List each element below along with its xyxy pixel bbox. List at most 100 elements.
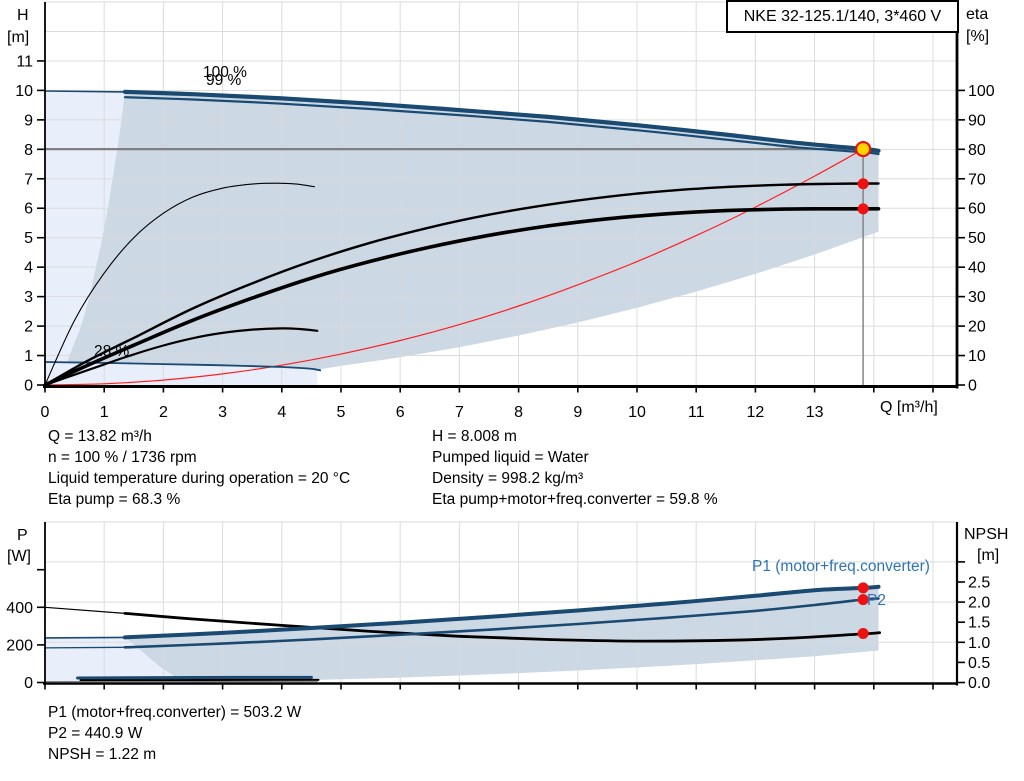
x-tick-label: 3 [218, 404, 227, 421]
p1-min-flow [44, 636, 126, 639]
x-axis-label: Q [m³/h] [880, 399, 938, 416]
y-right-axis-label: [m] [977, 547, 999, 564]
x-tick-label: 13 [806, 404, 824, 421]
y-left-tick-label: 400 [6, 600, 33, 617]
power-envelope-light [45, 637, 193, 683]
x-tick-label: 10 [628, 404, 646, 421]
npsh-point [857, 627, 869, 639]
x-tick-label: 7 [455, 404, 464, 421]
label-p2: P2 [867, 592, 886, 609]
y-right-tick-label: 60 [968, 201, 986, 218]
hq-100 [122, 89, 881, 153]
y-right-tick-label: 20 [968, 319, 986, 336]
pump-model-title-box: NKE 32-125.1/140, 3*460 V [726, 0, 959, 33]
info-line-npsh: NPSH = 1.22 m [48, 746, 157, 763]
duty-point-marker [855, 140, 872, 158]
x-tick-label: 9 [573, 404, 582, 421]
info-line-speed: n = 100 % / 1736 rpm [48, 449, 197, 466]
y-right-tick-label: 30 [968, 289, 986, 306]
label-p1: P1 (motor+freq.converter) [752, 558, 930, 575]
y-right-tick-label: 0.0 [968, 675, 990, 692]
x-tick-label: 8 [514, 404, 523, 421]
y-left-tick-label: 7 [24, 171, 33, 188]
y-left-tick-label: 0 [24, 675, 33, 692]
info-line-head: H = 8.008 m [432, 428, 517, 445]
y-right-axis-label: NPSH [964, 526, 1008, 543]
eta-total-100 [43, 207, 881, 387]
y-left-tick-label: 1 [24, 348, 33, 365]
y-left-tick-label: 0 [24, 378, 33, 395]
info-line-eta-pump: Eta pump = 68.3 % [48, 491, 181, 508]
x-tick-label: 0 [41, 404, 50, 421]
power-info: P1 (motor+freq.converter) = 503.2 W P2 =… [48, 702, 301, 765]
y-left-tick-label: 8 [24, 142, 33, 159]
y-left-tick-label: 6 [24, 201, 33, 218]
y-left-tick-label: 2 [24, 319, 33, 336]
duty-info-left: Q = 13.82 m³/h n = 100 % / 1736 rpm Liqu… [48, 426, 350, 510]
y-left-axis-label: H [17, 7, 29, 24]
y-right-tick-label: 2.5 [968, 575, 990, 592]
npsh-min-flow [44, 606, 126, 614]
x-tick-label: 5 [337, 404, 346, 421]
p1-28 [76, 675, 313, 680]
pump-model-title: NKE 32-125.1/140, 3*460 V [743, 7, 942, 25]
p2-min-flow [44, 646, 126, 649]
p1-curve [122, 584, 881, 640]
p1-point [857, 582, 869, 594]
y-left-axis-label: P [17, 527, 28, 544]
label-100pct: 100 % [203, 64, 247, 81]
y-left-axis-label: [m] [7, 29, 29, 46]
info-line-liquid: Pumped liquid = Water [432, 449, 589, 466]
y-right-tick-label: 1.0 [968, 635, 990, 652]
x-tick-label: 11 [688, 404, 705, 421]
x-tick-label: 4 [277, 404, 286, 421]
x-tick-label: 12 [747, 404, 765, 421]
eta-pump-28 [44, 182, 315, 386]
y-left-tick-label: 3 [24, 289, 33, 306]
hq-100-min-flow [44, 90, 126, 93]
y-right-tick-label: 0 [968, 378, 977, 395]
info-line-density: Density = 998.2 kg/m³ [432, 470, 584, 487]
y-right-tick-label: 1.5 [968, 615, 990, 632]
y-left-tick-label: 5 [24, 230, 33, 247]
y-right-tick-label: 10 [968, 348, 986, 365]
system-curve [44, 148, 864, 386]
y-right-tick-label: 100 [968, 83, 995, 100]
envelope-light [45, 91, 318, 386]
eta-pump-100 [43, 182, 880, 387]
hq-99 [123, 96, 880, 156]
eta-total-point [857, 203, 869, 215]
duty-info-right: H = 8.008 m Pumped liquid = Water Densit… [432, 426, 718, 510]
eta-total-28 [43, 327, 319, 387]
y-left-tick-label: 200 [6, 637, 33, 654]
y-left-tick-label: 11 [16, 53, 33, 70]
info-line-temperature: Liquid temperature during operation = 20… [48, 470, 351, 487]
p2-curve [123, 597, 880, 649]
npsh-curve [123, 611, 882, 643]
y-right-axis-label: [%] [966, 28, 989, 45]
power-envelope-main [124, 586, 879, 683]
y-right-tick-label: 2.0 [968, 595, 990, 612]
info-line-p2: P2 = 440.9 W [48, 725, 143, 742]
x-tick-label: 2 [159, 404, 168, 421]
y-right-tick-label: 80 [968, 142, 986, 159]
x-tick-label: 1 [100, 404, 109, 421]
info-line-flow: Q = 13.82 m³/h [48, 428, 152, 445]
y-right-tick-label: 40 [968, 260, 986, 277]
info-line-p1: P1 (motor+freq.converter) = 503.2 W [48, 704, 302, 721]
x-tick-label: 6 [396, 404, 405, 421]
y-left-tick-label: 9 [24, 112, 33, 129]
y-left-axis-label: [W] [7, 548, 31, 565]
y-left-tick-label: 10 [15, 83, 33, 100]
label-99pct: 99 % [206, 72, 242, 89]
y-right-tick-label: 70 [968, 171, 986, 188]
y-right-tick-label: 50 [968, 230, 986, 247]
hq-28 [44, 361, 322, 372]
label-28pct: 28 % [94, 343, 130, 360]
y-right-tick-label: 90 [968, 112, 986, 129]
info-line-eta-total: Eta pump+motor+freq.converter = 59.8 % [432, 491, 718, 508]
y-left-tick-label: 4 [24, 260, 33, 277]
y-right-axis-label: eta [966, 6, 988, 23]
eta-pump-point [857, 178, 869, 190]
